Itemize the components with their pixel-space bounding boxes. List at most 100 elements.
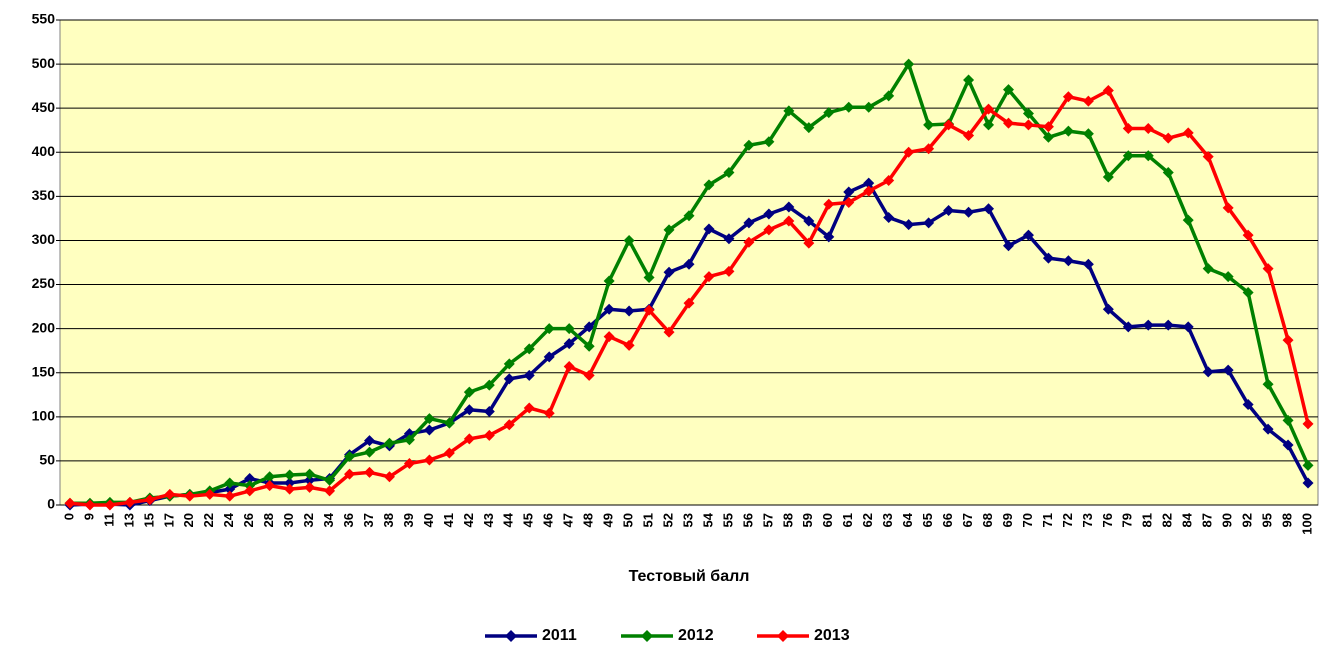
x-tick-label: 65 (920, 513, 935, 527)
x-tick-label: 38 (381, 513, 396, 527)
series-marker (883, 212, 895, 224)
series-marker (623, 234, 635, 246)
x-tick-label: 44 (501, 512, 516, 527)
series-marker (483, 429, 495, 441)
series-marker (1002, 117, 1014, 129)
series-marker (503, 419, 515, 431)
x-tick-label: 69 (1000, 513, 1015, 527)
series-marker (124, 496, 136, 508)
x-tick-label: 24 (221, 512, 236, 527)
x-tick-label: 22 (201, 513, 216, 527)
series-marker (883, 90, 895, 102)
x-tick-label: 58 (780, 513, 795, 527)
series-marker (364, 446, 376, 458)
series-marker (1102, 171, 1114, 183)
x-tick-label: 45 (521, 513, 536, 527)
x-tick-label: 28 (261, 513, 276, 527)
series-marker (963, 206, 975, 218)
series-marker (1102, 303, 1114, 315)
x-tick-label: 81 (1140, 513, 1155, 527)
x-tick-label: 70 (1020, 513, 1035, 527)
series-marker (383, 471, 395, 483)
legend-label: 2012 (678, 627, 714, 644)
series-marker (763, 224, 775, 236)
series-marker (1242, 286, 1254, 298)
series-marker (823, 231, 835, 243)
series-marker (1182, 214, 1194, 226)
series-marker (364, 466, 376, 478)
series-marker (1222, 364, 1234, 376)
series-marker (1182, 127, 1194, 139)
series-marker (64, 497, 76, 509)
series-marker (1262, 263, 1274, 275)
series-marker (1282, 414, 1294, 426)
series-marker (723, 233, 735, 245)
series-marker (443, 447, 455, 459)
y-tick-label: 200 (32, 319, 56, 335)
series-marker (304, 468, 316, 480)
series-marker (1302, 477, 1314, 489)
series-marker (523, 369, 535, 381)
series-marker (1062, 255, 1074, 267)
x-tick-label: 63 (880, 513, 895, 527)
series-marker (224, 477, 236, 489)
series-marker (1082, 258, 1094, 270)
series-marker (863, 177, 875, 189)
series-marker (783, 201, 795, 213)
series-marker (463, 386, 475, 398)
series-marker (563, 338, 575, 350)
series-marker (1162, 132, 1174, 144)
series-marker (1022, 119, 1034, 131)
series-marker (683, 258, 695, 270)
series-marker (663, 224, 675, 236)
x-tick-label: 43 (481, 513, 496, 527)
legend-label: 2011 (542, 627, 577, 644)
x-tick-label: 50 (621, 513, 636, 527)
series-marker (723, 265, 735, 277)
y-tick-label: 150 (32, 363, 56, 379)
series-marker (643, 304, 655, 316)
series-marker (1202, 263, 1214, 275)
series-marker (1122, 150, 1134, 162)
x-tick-label: 60 (820, 513, 835, 527)
x-tick-label: 73 (1080, 513, 1095, 527)
series-marker (723, 167, 735, 179)
series-marker (1262, 378, 1274, 390)
series-marker (903, 219, 915, 231)
x-tick-label: 62 (860, 513, 875, 527)
series-marker (344, 451, 356, 462)
series-marker (304, 474, 316, 486)
series-marker (483, 379, 495, 391)
x-tick-label: 87 (1200, 513, 1215, 527)
series-marker (1122, 321, 1134, 333)
x-tick-label: 42 (461, 513, 476, 527)
series-marker (1222, 271, 1234, 283)
y-tick-label: 300 (32, 231, 56, 247)
series-marker (843, 197, 855, 209)
x-tick-label: 71 (1040, 513, 1055, 527)
series-marker (543, 323, 555, 335)
x-tick-label: 52 (660, 513, 675, 527)
series-marker (1042, 121, 1054, 133)
series-marker (583, 340, 595, 352)
series-marker (84, 499, 96, 511)
series-marker (1162, 319, 1174, 331)
x-tick-label: 26 (241, 513, 256, 527)
series-marker (543, 407, 555, 419)
series-marker (643, 271, 655, 283)
series-marker (983, 103, 995, 115)
series-marker (1062, 125, 1074, 137)
series-marker (1082, 128, 1094, 140)
series-marker (1302, 459, 1314, 471)
x-tick-label: 37 (361, 513, 376, 527)
series-marker (443, 417, 455, 429)
x-tick-label: 46 (541, 513, 556, 527)
series-marker (364, 435, 376, 447)
series-marker (423, 413, 435, 425)
series-marker (324, 485, 336, 497)
x-tick-label: 15 (141, 513, 156, 527)
series-marker (244, 473, 256, 485)
x-tick-label: 17 (161, 513, 176, 527)
series-marker (743, 139, 755, 151)
